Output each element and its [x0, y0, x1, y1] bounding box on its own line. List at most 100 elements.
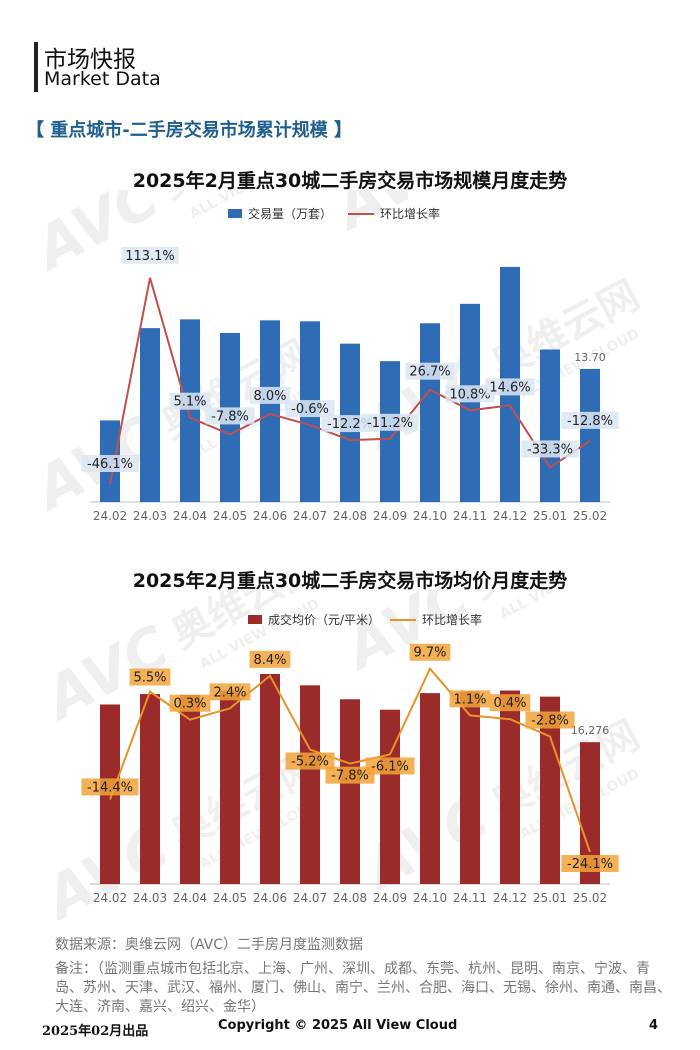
- growth-label: 8.4%: [253, 653, 286, 668]
- growth-label: 113.1%: [125, 249, 175, 264]
- x-tick-label: 24.08: [333, 891, 367, 905]
- bar: [540, 696, 560, 884]
- growth-label-box: [405, 362, 455, 380]
- watermark-logo: AVC: [21, 190, 170, 284]
- growth-label: -6.1%: [371, 759, 409, 774]
- growth-label-box: [205, 407, 255, 425]
- growth-label-box: [81, 454, 139, 472]
- x-tick-label: 24.10: [413, 891, 447, 905]
- x-tick-label: 25.02: [573, 891, 607, 905]
- bar: [300, 685, 320, 884]
- growth-label: -12.8%: [567, 414, 613, 429]
- header-title-cn: 市场快报: [44, 47, 136, 73]
- growth-label: 0.3%: [173, 697, 206, 712]
- x-tick-label: 25.02: [573, 509, 607, 523]
- growth-label-box: [445, 385, 495, 403]
- bar-value-label: 13.70: [574, 351, 606, 364]
- growth-label: 5.1%: [173, 395, 206, 410]
- bar: [340, 699, 360, 884]
- notes: 备注：（监测重点城市包括北京、上海、广州、深圳、成都、东莞、杭州、昆明、南京、宁…: [55, 961, 671, 1015]
- bar: [380, 709, 400, 884]
- data-source: 数据来源：奥维云网（AVC）二手房月度监测数据: [55, 937, 364, 953]
- bar: [180, 319, 200, 502]
- growth-label-box: [325, 766, 375, 784]
- growth-label-box: [209, 683, 251, 701]
- chart2-title: 2025年2月重点30城二手房交易市场均价月度走势: [132, 570, 568, 592]
- growth-label: -2.8%: [531, 714, 569, 729]
- x-tick-label: 24.12: [493, 509, 527, 523]
- growth-line: [109, 666, 591, 853]
- footer-date: 2025年02月出品: [42, 1024, 149, 1039]
- watermark-sub: ALL VIEW CLOUD: [497, 590, 622, 623]
- x-tick-label: 24.03: [133, 891, 167, 905]
- growth-label: 5.5%: [133, 671, 166, 686]
- growth-label-box: [561, 855, 619, 873]
- growth-label-box: [521, 440, 579, 458]
- x-tick-label: 24.02: [93, 509, 127, 523]
- x-tick-label: 24.12: [493, 891, 527, 905]
- x-tick-label: 24.08: [333, 509, 367, 523]
- bar: [580, 742, 600, 884]
- growth-label: -5.2%: [291, 755, 329, 770]
- bar-value-label: 16,276: [571, 724, 610, 737]
- bar: [420, 693, 440, 884]
- growth-label: 2.4%: [213, 685, 246, 700]
- growth-label: 0.4%: [493, 696, 526, 711]
- growth-label: -33.3%: [527, 442, 573, 457]
- bar: [420, 323, 440, 502]
- growth-label-box: [169, 694, 211, 712]
- x-tick-label: 24.11: [453, 891, 487, 905]
- x-tick-label: 24.05: [213, 891, 247, 905]
- header-accent-bar: [34, 42, 38, 92]
- x-tick-label: 25.01: [533, 891, 567, 905]
- growth-label-box: [409, 643, 451, 661]
- growth-label: -46.1%: [87, 457, 133, 472]
- growth-label-box: [285, 752, 335, 770]
- bar: [500, 690, 520, 884]
- bar: [180, 694, 200, 884]
- legend-bar-swatch: [248, 615, 262, 624]
- x-tick-label: 24.11: [453, 509, 487, 523]
- bar: [260, 320, 280, 502]
- growth-label-box: [361, 413, 419, 431]
- growth-label-box: [121, 246, 179, 264]
- growth-label: -7.8%: [211, 409, 249, 424]
- x-tick-label: 24.07: [293, 891, 327, 905]
- legend-bar-swatch: [228, 209, 242, 218]
- growth-label: -11.2%: [367, 416, 413, 431]
- legend: 交易量（万套） 环比增长率: [228, 206, 440, 221]
- legend: 成交均价（元/平米） 环比增长率: [248, 612, 482, 627]
- growth-label-box: [449, 690, 491, 708]
- x-tick-label: 24.06: [253, 509, 287, 523]
- growth-label-box: [249, 650, 291, 668]
- x-tick-label: 24.04: [173, 509, 207, 523]
- bar: [220, 690, 240, 884]
- growth-label-box: [485, 378, 535, 396]
- x-tick-label: 24.02: [93, 891, 127, 905]
- growth-label-box: [365, 757, 415, 775]
- growth-label-box: [561, 411, 619, 429]
- growth-label: 1.1%: [453, 692, 486, 707]
- watermark-logo: AVC: [331, 590, 480, 684]
- growth-label: -24.1%: [567, 857, 613, 872]
- bar: [140, 694, 160, 884]
- bar: [460, 691, 480, 884]
- growth-label: -7.8%: [331, 769, 369, 784]
- growth-label: -14.4%: [87, 780, 133, 795]
- bar: [540, 349, 560, 502]
- bar: [140, 328, 160, 502]
- footer-copyright: Copyright © 2025 All View Cloud: [218, 1018, 458, 1033]
- bar: [260, 673, 280, 884]
- growth-label-box: [525, 711, 575, 729]
- x-tick-label: 24.03: [133, 509, 167, 523]
- page-number: 4: [649, 1018, 659, 1033]
- legend-bar-label: 交易量（万套）: [248, 206, 332, 221]
- legend-line-label: 环比增长率: [380, 206, 440, 221]
- growth-label-box: [249, 386, 291, 404]
- legend-line-label: 环比增长率: [422, 612, 482, 627]
- chart1-title: 2025年2月重点30城二手房交易市场规模月度走势: [132, 170, 568, 192]
